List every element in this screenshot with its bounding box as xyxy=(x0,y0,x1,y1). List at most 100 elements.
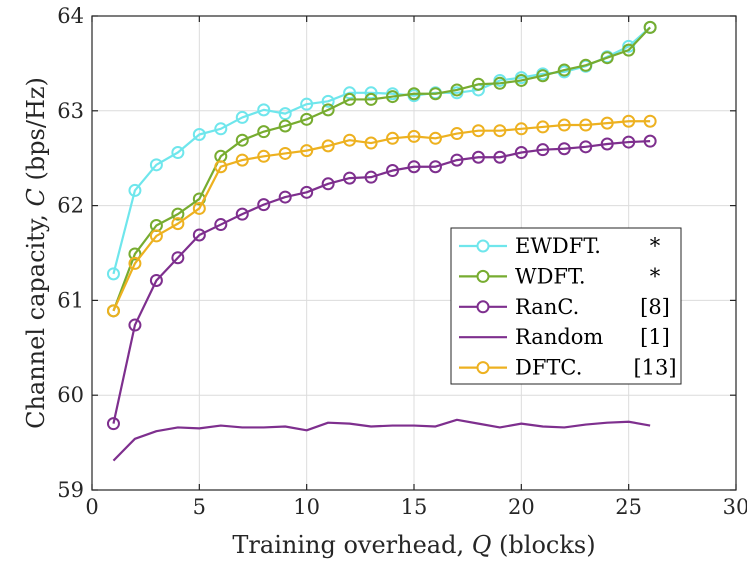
data-point-ranc xyxy=(386,164,400,178)
legend-reference: [8] xyxy=(640,295,670,319)
data-point-ranc xyxy=(128,318,142,332)
data-point-dftc xyxy=(300,144,314,158)
series-layer xyxy=(106,20,657,462)
series-line-random xyxy=(112,418,651,462)
series-random xyxy=(112,418,651,462)
data-point-dftc xyxy=(128,256,142,270)
data-point-ranc xyxy=(407,160,421,174)
series-line-ranc xyxy=(112,140,651,424)
data-point-wdft xyxy=(300,112,314,126)
x-axis-title: Training overhead, Q (blocks) xyxy=(232,531,595,559)
legend-reference: * xyxy=(650,234,661,258)
data-point-dftc xyxy=(257,149,271,163)
data-point-ewdft xyxy=(171,146,185,160)
legend-swatch-marker xyxy=(476,269,490,283)
data-point-ranc xyxy=(622,135,636,149)
data-point-wdft xyxy=(428,87,442,101)
data-point-ranc xyxy=(106,417,120,431)
data-point-dftc xyxy=(407,129,421,143)
x-tick-label: 25 xyxy=(615,495,642,519)
legend-label: EWDFT. xyxy=(515,234,601,258)
data-point-wdft xyxy=(536,69,550,83)
data-point-wdft xyxy=(514,73,528,87)
data-point-ranc xyxy=(428,160,442,174)
data-point-dftc xyxy=(450,127,464,141)
y-tick-label: 61 xyxy=(57,288,84,312)
legend-swatch-marker xyxy=(476,361,490,375)
series-ranc xyxy=(106,134,657,431)
data-point-wdft xyxy=(579,58,593,72)
data-point-dftc xyxy=(278,146,292,160)
data-point-ranc xyxy=(343,171,357,185)
data-point-wdft xyxy=(407,87,421,101)
legend-label: WDFT. xyxy=(515,264,586,288)
x-axis-title-prefix: Training overhead, xyxy=(232,531,471,559)
legend-entry-wdft: WDFT. * xyxy=(459,264,661,288)
data-point-dftc xyxy=(600,116,614,130)
data-point-ranc xyxy=(321,177,335,191)
data-point-ewdft xyxy=(214,122,228,136)
data-point-dftc xyxy=(321,139,335,153)
data-point-ranc xyxy=(493,150,507,164)
data-point-ranc xyxy=(278,190,292,204)
data-point-wdft xyxy=(600,51,614,65)
data-point-wdft xyxy=(386,90,400,104)
data-point-ranc xyxy=(579,140,593,154)
data-point-ranc xyxy=(364,170,378,184)
y-axis-title-prefix: Channel capacity, xyxy=(22,207,50,429)
y-tick-label: 59 xyxy=(57,478,84,502)
data-point-wdft xyxy=(622,43,636,57)
data-point-dftc xyxy=(622,114,636,128)
data-point-dftc xyxy=(364,136,378,150)
series-line-ewdft xyxy=(112,26,651,275)
data-point-wdft xyxy=(235,133,249,147)
data-point-dftc xyxy=(428,131,442,145)
data-point-wdft xyxy=(343,92,357,106)
data-point-ranc xyxy=(450,153,464,167)
data-point-ewdft xyxy=(128,183,142,197)
data-point-dftc xyxy=(557,118,571,132)
data-point-ranc xyxy=(471,150,485,164)
data-point-ranc xyxy=(300,185,314,199)
x-tick-label: 0 xyxy=(85,495,98,519)
x-tick-label: 20 xyxy=(508,495,535,519)
series-line-dftc xyxy=(112,120,651,312)
legend-entry-random: Random [1] xyxy=(459,325,670,349)
x-tick-label: 10 xyxy=(293,495,320,519)
data-point-dftc xyxy=(106,304,120,318)
data-point-ranc xyxy=(149,273,163,287)
data-point-wdft xyxy=(278,119,292,133)
data-point-dftc xyxy=(386,131,400,145)
data-point-dftc xyxy=(214,160,228,174)
y-axis-title-suffix: (bps/Hz) xyxy=(22,77,50,188)
y-tick-label: 62 xyxy=(57,194,84,218)
data-point-ranc xyxy=(600,137,614,151)
data-point-dftc xyxy=(514,122,528,136)
legend-swatch-marker xyxy=(476,239,490,253)
data-point-dftc xyxy=(643,114,657,128)
data-point-dftc xyxy=(235,153,249,167)
data-point-dftc xyxy=(471,124,485,138)
data-point-dftc xyxy=(192,201,206,215)
x-tick-label: 15 xyxy=(401,495,428,519)
data-point-ewdft xyxy=(622,39,636,53)
legend-reference: [13] xyxy=(633,356,676,380)
data-point-ranc xyxy=(235,207,249,221)
data-point-ewdft xyxy=(192,128,206,141)
data-point-wdft xyxy=(257,125,271,139)
data-point-ewdft xyxy=(149,158,163,172)
data-point-dftc xyxy=(171,217,185,231)
data-point-ewdft xyxy=(321,94,335,108)
data-point-ewdft xyxy=(235,110,249,124)
data-point-ewdft xyxy=(300,97,314,111)
legend-swatch-marker xyxy=(476,300,490,314)
data-point-wdft xyxy=(450,83,464,97)
y-axis-title-var: C xyxy=(22,188,50,206)
legend-entry-ranc: RanC. [8] xyxy=(459,295,670,319)
y-tick-label: 60 xyxy=(57,383,84,407)
legend-label: RanC. xyxy=(515,295,579,319)
data-point-dftc xyxy=(536,120,550,134)
axes: 0 5 10 15 20 25 30 59 60 61 62 63 64 xyxy=(57,4,747,519)
data-point-ewdft xyxy=(106,267,120,281)
